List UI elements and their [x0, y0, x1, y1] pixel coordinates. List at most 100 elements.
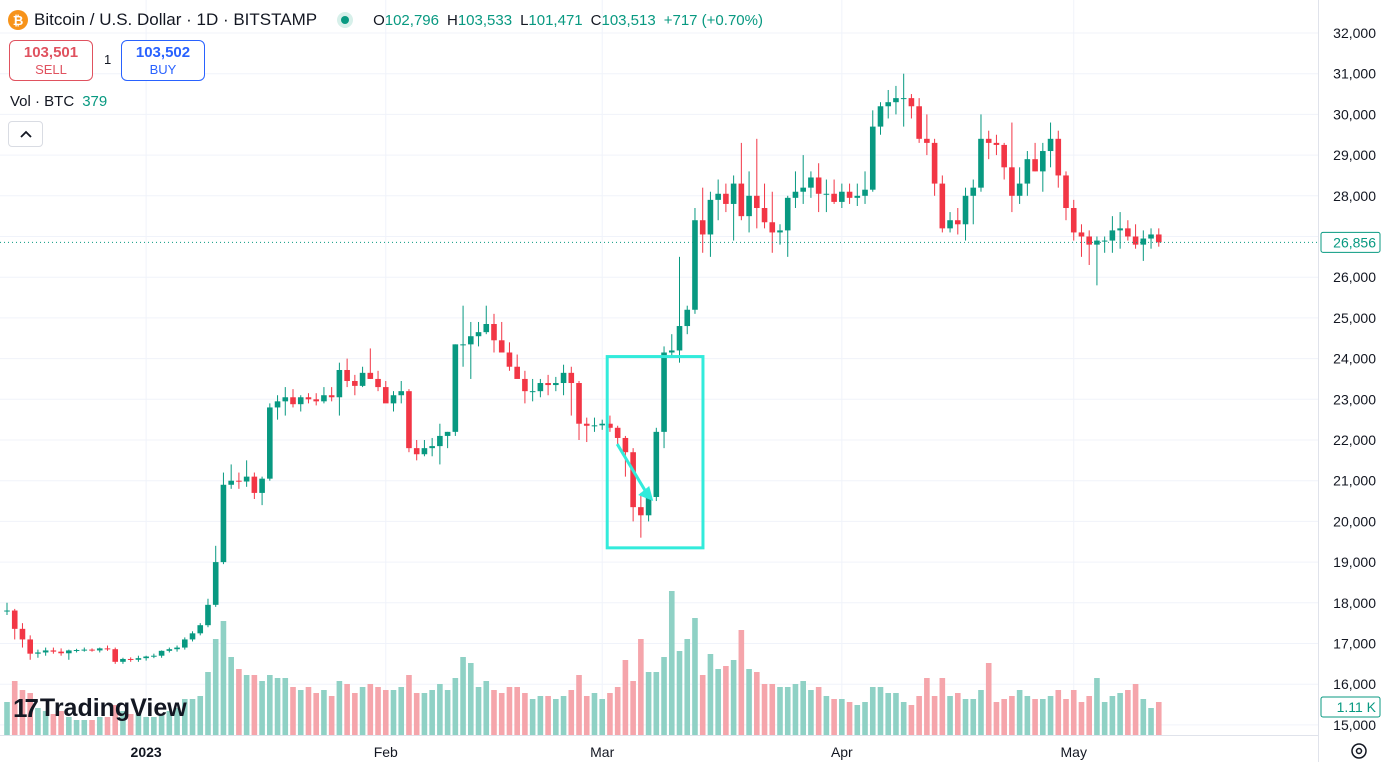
volume-bar	[869, 687, 876, 735]
y-tick-label: 15,000	[1333, 717, 1376, 733]
x-tick-label: Feb	[374, 744, 398, 760]
volume-bar	[158, 714, 165, 735]
candle-body	[591, 425, 598, 427]
volume-bar	[738, 630, 745, 735]
volume-bar	[668, 591, 675, 735]
volume-bar	[42, 711, 49, 735]
volume-bar	[545, 696, 551, 735]
candle-body	[143, 656, 149, 659]
volume-bar	[784, 687, 791, 735]
volume-bar	[607, 693, 613, 735]
market-status-icon[interactable]	[337, 12, 354, 28]
volume-bar	[429, 690, 435, 735]
volume-bar	[1094, 678, 1100, 735]
volume-bar	[537, 696, 544, 735]
candle-body	[893, 98, 899, 103]
candle-body	[514, 366, 520, 379]
candle-body	[823, 193, 830, 195]
candle-body	[792, 191, 799, 198]
y-tick-label: 31,000	[1333, 66, 1376, 82]
candle-body	[784, 197, 791, 231]
candle-body	[800, 187, 806, 192]
candle-body	[707, 199, 714, 235]
volume-bar	[413, 693, 420, 735]
volume-bar	[89, 720, 95, 735]
volume-bar	[375, 687, 381, 735]
volume-bar	[66, 717, 72, 735]
candle-body	[205, 604, 211, 626]
candle-body	[869, 126, 876, 190]
candle-body	[1078, 232, 1085, 237]
volume-bar	[947, 696, 953, 735]
volume-legend[interactable]: Vol · BTC 379	[10, 93, 107, 110]
volume-bar	[1125, 690, 1131, 735]
volume-bar	[1016, 690, 1023, 735]
candle-body	[58, 651, 64, 654]
volume-bar	[761, 684, 768, 735]
candle-body	[1140, 238, 1147, 245]
candle-body	[862, 189, 868, 196]
x-tick-label: 2023	[131, 744, 162, 760]
high-label: H	[446, 11, 458, 29]
candle-body	[398, 391, 405, 396]
volume-bar	[1009, 696, 1015, 735]
volume-bar	[769, 684, 776, 735]
candle-body	[1125, 228, 1131, 237]
candle-body	[1148, 234, 1154, 239]
volume-bar	[27, 693, 33, 735]
volume-bar	[127, 714, 134, 735]
candle-body	[96, 648, 103, 651]
buy-button[interactable]: 103,502 BUY	[121, 40, 205, 81]
volume-bar	[1047, 696, 1054, 735]
sell-button[interactable]: 103,501 SELL	[9, 40, 93, 81]
volume-bar	[707, 654, 714, 735]
candle-body	[661, 352, 667, 432]
y-tick-label: 23,000	[1333, 391, 1376, 407]
volume-bar	[120, 711, 126, 735]
candle-body	[916, 106, 922, 139]
high-value: 103,533	[457, 11, 513, 29]
candle-body	[1101, 240, 1108, 242]
volume-bar	[236, 669, 242, 735]
candle-body	[1055, 138, 1062, 176]
volume-label: Vol · BTC	[10, 93, 75, 110]
y-tick-label: 21,000	[1333, 473, 1376, 489]
candle-body	[259, 478, 265, 493]
candle-body	[491, 324, 497, 341]
candle-body	[305, 397, 312, 400]
gear-icon[interactable]	[1350, 742, 1368, 765]
candle-body	[645, 496, 652, 516]
volume-bar	[166, 711, 173, 735]
volume-bar	[800, 681, 806, 735]
volume-bar	[1109, 696, 1116, 735]
candle-body	[429, 446, 435, 449]
volume-bar	[815, 687, 822, 735]
candle-body	[854, 195, 861, 198]
volume-bar	[962, 699, 969, 735]
tradingview-logo[interactable]: 17 TradingView	[13, 693, 187, 724]
candle-body	[1086, 236, 1092, 245]
symbol-title[interactable]: Bitcoin / U.S. Dollar · 1D · BITSTAMP	[34, 10, 318, 29]
low-label: L	[520, 11, 529, 29]
candle-body	[382, 387, 389, 404]
candle-body	[452, 344, 459, 432]
candle-body	[158, 650, 165, 656]
y-tick-label: 20,000	[1333, 513, 1376, 529]
y-tick-label: 16,000	[1333, 676, 1376, 692]
candle-body	[328, 395, 335, 398]
y-tick-label: 28,000	[1333, 188, 1376, 204]
volume-bar	[50, 714, 57, 735]
volume-bar	[1155, 702, 1162, 735]
volume-bar	[1055, 690, 1062, 735]
candle-body	[560, 372, 567, 384]
chevron-up-icon[interactable]	[8, 121, 43, 147]
volume-bar	[321, 690, 327, 735]
volume-bar	[143, 717, 149, 735]
candle-body	[653, 431, 660, 497]
x-tick-label: May	[1061, 744, 1087, 760]
volume-bar	[1117, 693, 1123, 735]
annotation-rectangle	[605, 355, 705, 550]
candle-body	[297, 397, 304, 405]
volume-bar	[924, 678, 930, 735]
